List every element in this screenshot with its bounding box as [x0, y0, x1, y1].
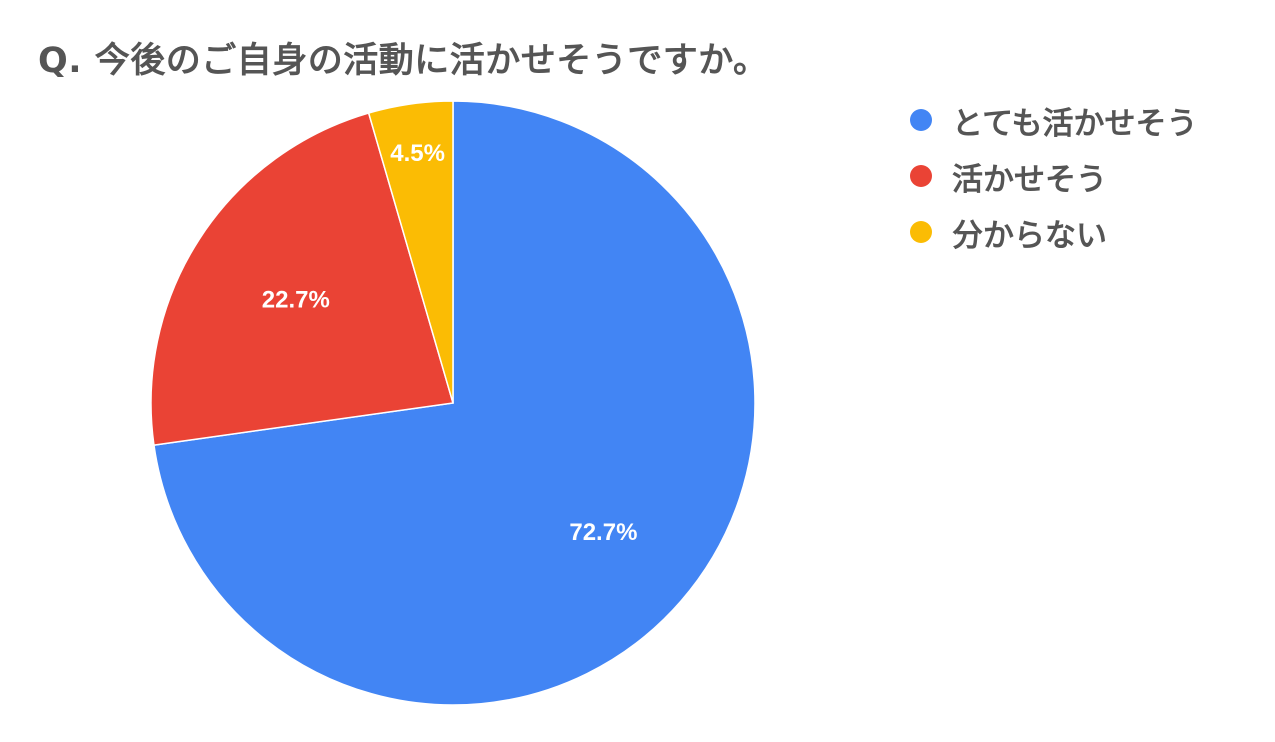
legend-label-very-useful: とても活かせそう: [952, 105, 1198, 142]
legend-label-unknown: 分からない: [952, 217, 1107, 254]
chart-title: Q. 今後のご自身の活動に活かせそうですか。: [38, 41, 769, 81]
legend-item-unknown[interactable]: 分からない: [910, 204, 1198, 260]
legend-label-useful: 活かせそう: [952, 161, 1107, 198]
legend-swatch-useful: [910, 165, 932, 187]
legend-item-very-useful[interactable]: とても活かせそう: [910, 92, 1198, 148]
slice-label-very-useful: 72.7%: [569, 519, 637, 546]
chart-legend: とても活かせそう 活かせそう 分からない: [910, 92, 1198, 260]
legend-item-useful[interactable]: 活かせそう: [910, 148, 1198, 204]
pie-slice-unknown[interactable]: [367, 100, 454, 404]
legend-swatch-unknown: [910, 221, 932, 243]
legend-swatch-very-useful: [910, 109, 932, 131]
pie-slice-very-useful[interactable]: [153, 100, 756, 706]
pie-slice-useful[interactable]: [150, 112, 454, 446]
slice-label-unknown: 4.5%: [390, 140, 445, 167]
slice-label-useful: 22.7%: [262, 287, 330, 314]
